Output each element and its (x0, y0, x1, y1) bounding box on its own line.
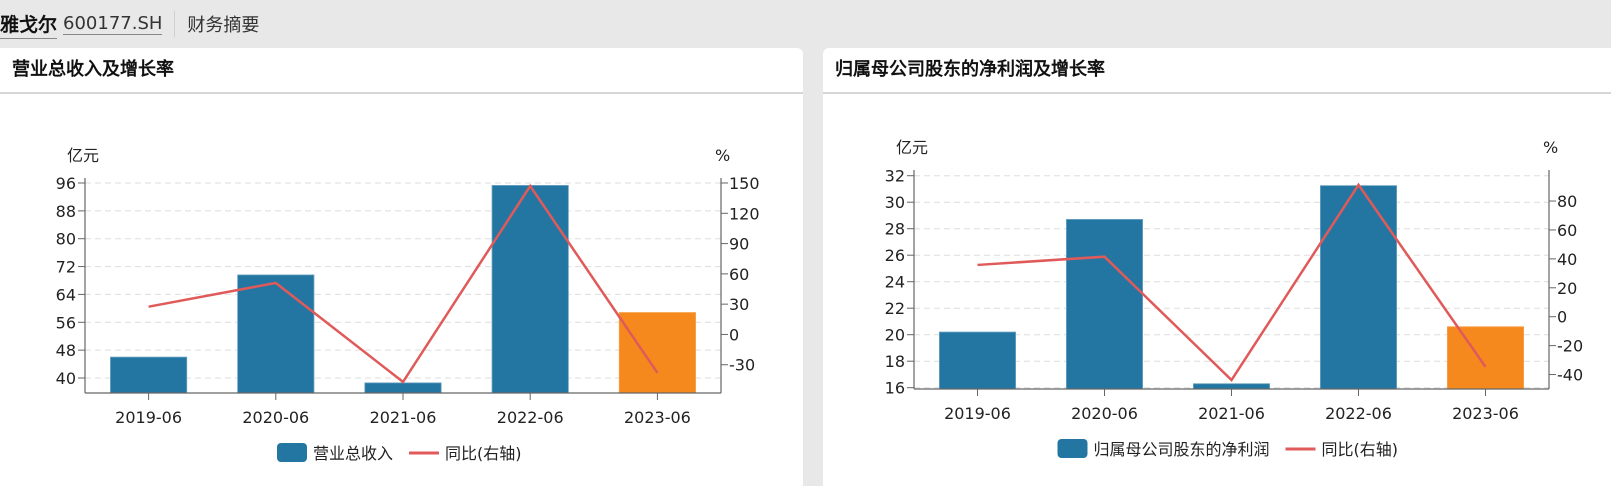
x-tick-label: 2022-06 (1325, 404, 1392, 423)
net-profit-panel-title: 归属母公司股东的净利润及增长率 (823, 48, 1611, 94)
bar[interactable] (1192, 383, 1270, 390)
revenue-chart: 40 48 56 64 72 80 88 96 -30 0 30 60 90 120 150 2019-06 2… (56, 146, 760, 463)
y2-tick-label: 120 (729, 204, 760, 223)
y-tick-label: 88 (56, 202, 76, 221)
legend-line-label[interactable]: 同比(右轴) (445, 444, 522, 463)
y2-tick-label: 60 (1557, 221, 1577, 240)
x-tick-label: 2021-06 (370, 408, 437, 427)
y-tick-label: 20 (885, 326, 905, 345)
y2-tick-label: -30 (729, 356, 755, 375)
y-tick-label: 18 (885, 352, 905, 371)
plot-area (914, 175, 1549, 390)
y-tick-label: 64 (56, 285, 76, 304)
y2-tick-label: 0 (1557, 308, 1567, 327)
legend-bar-label[interactable]: 营业总收入 (313, 444, 393, 463)
y2-tick-label: 30 (729, 295, 749, 314)
company-name-link[interactable]: 雅戈尔 (0, 10, 58, 39)
y2-tick-label: 20 (1557, 279, 1577, 298)
x-tick-label: 2023-06 (624, 408, 691, 427)
x-tick-label: 2022-06 (497, 408, 564, 427)
stock-code-link[interactable]: 600177.SH (63, 13, 163, 35)
header-divider (174, 11, 176, 37)
left-unit-label: 亿元 (896, 138, 928, 157)
legend-bar-swatch[interactable] (277, 443, 307, 462)
y2-tick-label: -20 (1557, 337, 1583, 356)
right-unit-label: % (715, 146, 730, 165)
revenue-panel-title: 营业总收入及增长率 (0, 48, 803, 94)
y2-tick-label: 80 (1557, 192, 1577, 211)
y-tick-label: 40 (56, 369, 76, 388)
y-tick-label: 26 (885, 246, 905, 265)
y-tick-label: 28 (885, 220, 905, 239)
bar[interactable] (237, 274, 315, 394)
bar[interactable] (1065, 219, 1143, 390)
bar[interactable] (618, 312, 696, 394)
x-tick-label: 2020-06 (1071, 404, 1138, 423)
bar[interactable] (1319, 185, 1397, 390)
y2-tick-label: 150 (729, 174, 760, 193)
y-tick-label: 32 (885, 167, 905, 186)
y-tick-label: 56 (56, 313, 76, 332)
legend-bar-swatch[interactable] (1057, 439, 1088, 458)
net-profit-chart: 16 18 20 22 24 26 28 30 32 -40 -20 0 20 40 60 80 2019-06… (885, 138, 1584, 459)
legend: 营业总收入 同比(右轴) (277, 443, 522, 463)
x-tick-label: 2023-06 (1452, 404, 1519, 423)
y2-tick-label: -40 (1557, 366, 1583, 385)
x-tick-label: 2019-06 (115, 408, 182, 427)
bar[interactable] (364, 382, 442, 394)
y-tick-label: 96 (56, 174, 76, 193)
y2-tick-label: 90 (729, 235, 749, 254)
y-tick-label: 16 (885, 379, 905, 398)
section-title: 财务摘要 (187, 15, 260, 36)
plot-area (85, 182, 721, 394)
x-tick-label: 2019-06 (944, 404, 1011, 423)
legend-bar-label[interactable]: 归属母公司股东的净利润 (1094, 440, 1270, 459)
y-tick-label: 22 (885, 299, 905, 318)
bar[interactable] (1447, 326, 1525, 390)
bar[interactable] (939, 331, 1016, 390)
left-unit-label: 亿元 (67, 146, 99, 165)
y2-tick-label: 0 (729, 325, 739, 344)
net-profit-panel: 归属母公司股东的净利润及增长率 16 18 20 22 24 26 28 30 32 -40 -20… (823, 48, 1611, 486)
right-unit-label: % (1543, 138, 1558, 157)
revenue-panel: 营业总收入及增长率 40 48 56 64 72 80 88 96 -30 0 30 60 90 120 1… (0, 48, 803, 486)
y-tick-label: 72 (56, 258, 76, 277)
header-bar: 雅戈尔 600177.SH 财务摘要 (0, 0, 1611, 48)
y2-tick-label: 60 (729, 265, 749, 284)
y-tick-label: 80 (56, 230, 76, 249)
bar[interactable] (110, 356, 188, 394)
x-tick-label: 2020-06 (242, 408, 309, 427)
y-tick-label: 30 (885, 193, 905, 212)
y-tick-label: 48 (56, 341, 76, 360)
yoy-line[interactable] (148, 183, 659, 384)
y-tick-label: 24 (885, 273, 905, 292)
y2-tick-label: 40 (1557, 250, 1577, 269)
bar[interactable] (491, 185, 569, 394)
x-tick-label: 2021-06 (1198, 404, 1265, 423)
yoy-line[interactable] (977, 182, 1487, 382)
legend-line-label[interactable]: 同比(右轴) (1322, 440, 1399, 459)
legend: 归属母公司股东的净利润 同比(右轴) (1057, 439, 1399, 459)
